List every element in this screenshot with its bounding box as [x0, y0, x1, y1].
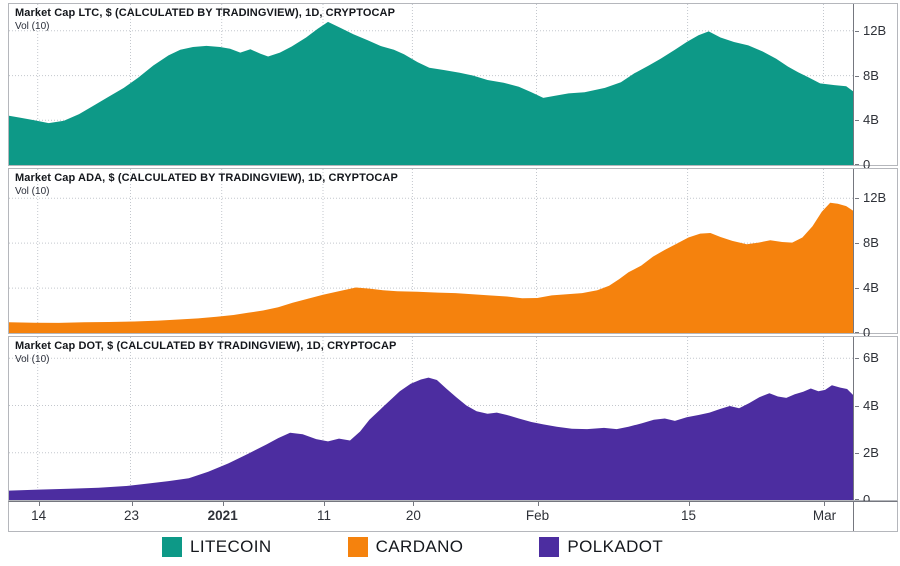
legend-item-cardano: CARDANO: [347, 537, 464, 557]
dot-chart-area[interactable]: [9, 337, 854, 500]
price-axis-tick: [855, 30, 859, 32]
dot-title-box: Market Cap DOT, $ (CALCULATED BY TRADING…: [15, 340, 396, 365]
time-axis-tick: [824, 502, 826, 506]
price-axis-label: 4B: [863, 112, 879, 128]
ltc-title-box: Market Cap LTC, $ (CALCULATED BY TRADING…: [15, 7, 395, 32]
price-axis-tick: [855, 243, 859, 245]
price-axis-label: 0: [863, 157, 871, 172]
volume-indicator-label-ada: Vol (10): [15, 186, 50, 197]
price-axis-tick: [855, 405, 859, 407]
legend-label: LITECOIN: [190, 537, 272, 556]
volume-indicator-label-ltc: Vol (10): [15, 21, 50, 32]
price-axis-tick: [855, 164, 859, 165]
ltc-chart-area[interactable]: [9, 4, 854, 165]
time-axis-corner-divider: [853, 502, 854, 531]
time-axis-label: 23: [124, 508, 140, 523]
dot-area-svg: [9, 337, 853, 500]
legend-swatch-icon: [162, 537, 182, 557]
legend-item-polkadot: POLKADOT: [539, 537, 663, 557]
polkadot-area-series: [9, 377, 853, 500]
price-axis-label: 12B: [863, 190, 887, 206]
price-axis-label: 2B: [863, 444, 879, 460]
time-axis-tick: [131, 502, 133, 506]
price-axis-label: 12B: [863, 22, 887, 38]
chart-title-ada: Market Cap ADA, $ (CALCULATED BY TRADING…: [15, 172, 398, 184]
legend: LITECOIN CARDANO POLKADOT: [0, 537, 900, 557]
price-axis-label: 8B: [863, 67, 879, 83]
time-axis-label: 20: [405, 508, 421, 523]
price-axis-tick: [855, 198, 859, 200]
price-axis-label: 0: [863, 492, 871, 507]
ada-area-svg: [9, 169, 853, 333]
time-axis-label: Mar: [812, 508, 837, 523]
chart-panel-ada: 0 4B 8B 12B Market Cap ADA, $ (CALCULATED B…: [8, 168, 898, 340]
time-axis-label: 14: [31, 508, 47, 523]
price-axis-tick: [855, 499, 859, 500]
legend-label: POLKADOT: [567, 537, 664, 556]
price-axis-tick: [855, 358, 859, 360]
time-axis-label: Feb: [525, 508, 550, 523]
ada-price-axis[interactable]: 0 4B 8B 12B: [855, 169, 897, 340]
chart-panel-ltc: 0 4B 8B 12B Market Cap LTC, $ (CALCULATED B…: [8, 3, 898, 172]
legend-swatch-icon: [347, 537, 368, 557]
time-axis-tick: [537, 502, 539, 506]
time-axis-tick: [222, 502, 224, 506]
legend-swatch-icon: [539, 537, 560, 557]
price-axis-label: 0: [863, 325, 871, 340]
time-axis-label: 11: [316, 508, 331, 523]
ada-chart-area[interactable]: [9, 169, 854, 333]
price-axis-tick: [855, 120, 859, 122]
time-axis-label: 2021: [207, 508, 238, 523]
ltc-area-svg: [9, 4, 853, 165]
price-axis-tick: [855, 75, 859, 77]
dot-price-axis[interactable]: 0 2B 4B 6B: [855, 337, 897, 507]
volume-indicator-label-dot: Vol (10): [15, 354, 50, 365]
cardano-area-series: [9, 202, 853, 333]
price-axis-label: 4B: [863, 397, 879, 413]
price-axis-tick: [855, 332, 859, 333]
price-axis-tick: [855, 288, 859, 290]
chart-panel-dot: 0 2B 4B 6B Market Cap DOT, $ (CALCULATED BY…: [8, 336, 898, 507]
price-axis-tick: [855, 452, 859, 454]
legend-item-litecoin: LITECOIN: [162, 537, 272, 557]
ltc-price-axis[interactable]: 0 4B 8B 12B: [855, 4, 897, 172]
time-axis-tick: [413, 502, 415, 506]
chart-title-dot: Market Cap DOT, $ (CALCULATED BY TRADING…: [15, 340, 397, 352]
litecoin-area-series: [9, 21, 853, 165]
chart-title-ltc: Market Cap LTC, $ (CALCULATED BY TRADING…: [15, 7, 396, 19]
price-axis-label: 4B: [863, 280, 879, 296]
time-axis-tick: [323, 502, 325, 506]
legend-label: CARDANO: [375, 537, 464, 556]
ada-title-box: Market Cap ADA, $ (CALCULATED BY TRADING…: [15, 172, 398, 197]
price-axis-label: 6B: [863, 350, 879, 366]
time-axis[interactable]: 14 23 2021 11 20 Feb 15 Mar: [8, 501, 898, 532]
time-axis-label: 15: [681, 508, 697, 523]
time-axis-tick: [38, 502, 40, 506]
time-axis-tick: [688, 502, 690, 506]
price-axis-label: 8B: [863, 235, 879, 251]
